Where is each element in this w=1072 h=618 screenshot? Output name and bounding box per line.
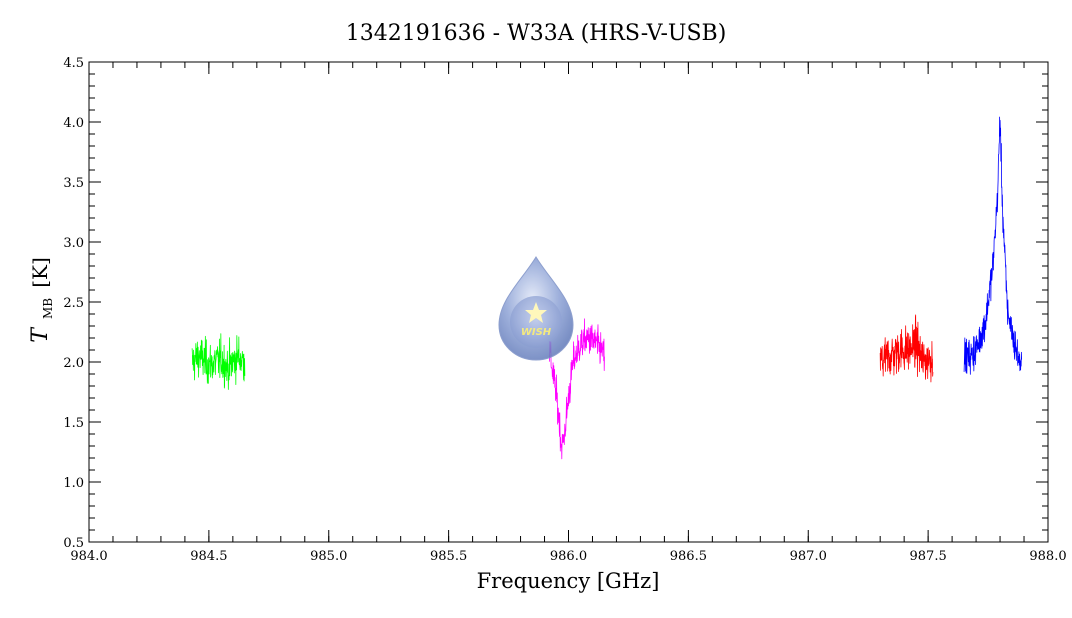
y-axis-symbol: T [28, 326, 53, 343]
x-tick-label: 985.5 [430, 549, 467, 564]
y-tick-label: 4.0 [63, 116, 84, 131]
y-axis-subscript: MB [41, 298, 55, 319]
series-line-1 [548, 318, 605, 460]
series-line-2 [879, 314, 934, 383]
plot-frame [88, 61, 1049, 543]
y-tick-label: 1.5 [63, 416, 84, 431]
y-tick-label: 2.0 [63, 356, 84, 371]
x-tick-label: 987.5 [910, 549, 947, 564]
series-line-3 [963, 116, 1023, 375]
logo-text: WISH [521, 327, 552, 338]
y-tick-label: 4.5 [63, 56, 84, 71]
y-axis-unit: [K] [28, 257, 52, 288]
svg-text:T MB [K]: T MB [K] [28, 257, 56, 343]
x-tick-label: 984.0 [70, 549, 107, 564]
y-tick-label: 3.5 [63, 176, 84, 191]
x-tick-label: 988.0 [1029, 549, 1066, 564]
y-tick-label: 3.0 [63, 236, 84, 251]
series-line-0 [191, 333, 246, 390]
x-tick-label: 987.0 [790, 549, 827, 564]
wish-logo: WISH [498, 256, 574, 361]
x-tick-label: 986.0 [550, 549, 587, 564]
x-tick-label: 984.5 [190, 549, 227, 564]
star-icon [525, 302, 547, 323]
x-tick-label: 985.0 [310, 549, 347, 564]
y-tick-label: 2.5 [63, 296, 84, 311]
y-tick-label: 0.5 [63, 536, 84, 551]
chart-title: 1342191636 - W33A (HRS-V-USB) [346, 21, 727, 46]
plot-area: 984.0 984.5 985.0 985.5 986.0 986.5 987.0 987.5… [63, 56, 1066, 564]
x-axis-label: Frequency [GHz] [477, 569, 660, 593]
drop-inner-circle [510, 296, 562, 348]
x-tick-label: 986.5 [670, 549, 707, 564]
y-axis-label: T MB [K] [28, 257, 56, 343]
y-tick-label: 1.0 [63, 476, 84, 491]
